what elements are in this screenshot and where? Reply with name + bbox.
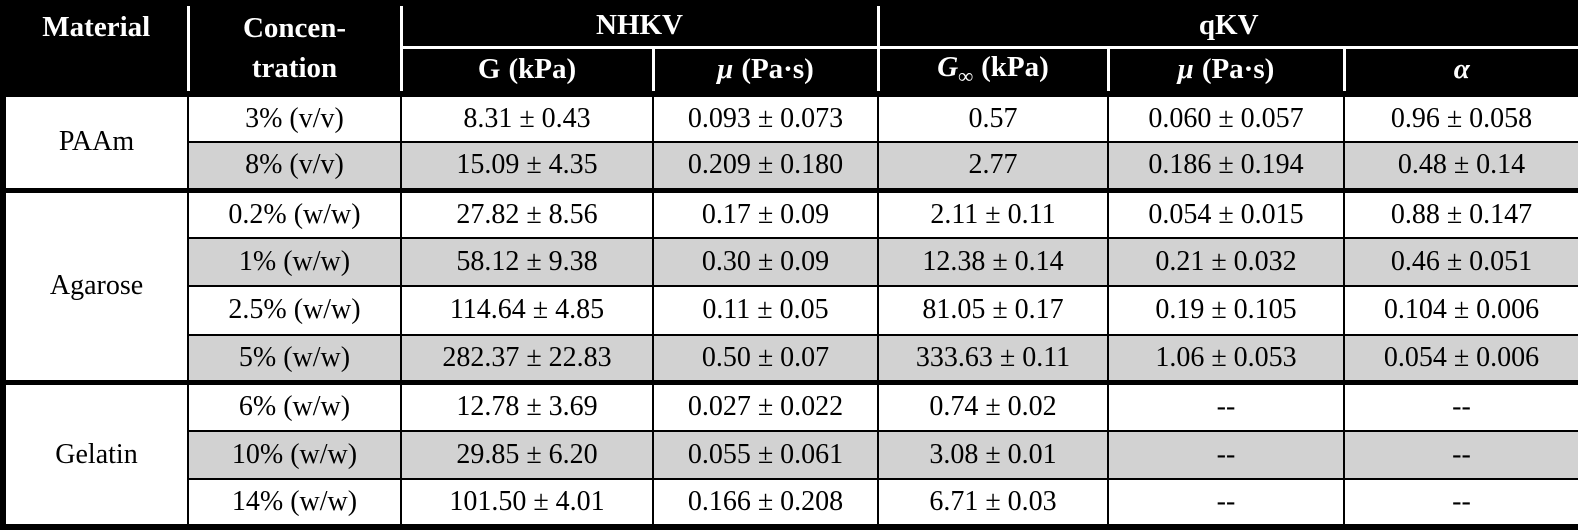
- data-cell: 15.09 ± 4.35: [400, 141, 654, 192]
- data-cell: 6.71 ± 0.03: [877, 477, 1109, 529]
- concentration-cell: 3% (v/v): [187, 90, 402, 144]
- symbol-alpha: α: [1453, 53, 1470, 86]
- data-cell: --: [1343, 380, 1578, 432]
- col-header-material-label: Material: [42, 11, 151, 43]
- subscript-infinity: ∞: [958, 63, 974, 88]
- material-cell-agarose: Agarose: [2, 187, 189, 384]
- table-row: Agarose 0.2% (w/w) 27.82 ± 8.56 0.17 ± 0…: [2, 187, 1578, 384]
- table-row: 2.5% (w/w) 114.64 ± 4.85 0.11 ± 0.05 81.…: [3, 285, 1578, 336]
- table-row: Gelatin 6% (w/w) 12.78 ± 3.69 0.027 ± 0.…: [2, 380, 1578, 529]
- data-cell: 1.06 ± 0.053: [1107, 333, 1345, 384]
- header-row-groups: Material Concen- tration NHKV qKV: [1, 1, 1578, 96]
- data-cell: --: [1343, 429, 1578, 480]
- data-cell: 0.19 ± 0.105: [1107, 285, 1345, 336]
- data-cell: 0.57: [877, 90, 1109, 144]
- data-cell: --: [1107, 429, 1345, 480]
- data-cell: 2.11 ± 0.11: [877, 187, 1109, 240]
- symbol-G: G: [477, 53, 501, 86]
- concentration-cell: 2.5% (w/w): [187, 285, 402, 336]
- concentration-cell: 6% (w/w): [187, 380, 402, 432]
- data-cell: 0.093 ± 0.073: [652, 90, 879, 144]
- col-group-header-qkv: qKV: [876, 1, 1578, 49]
- table-row: 14% (w/w) 101.50 ± 4.01 0.166 ± 0.208 6.…: [3, 477, 1578, 529]
- table-body: PAAm 3% (v/v) 8.31 ± 0.43 0.093 ± 0.073 …: [2, 90, 1578, 529]
- col-header-qkv-alpha: α: [1342, 45, 1578, 96]
- data-cell: 0.11 ± 0.05: [652, 285, 879, 336]
- data-cell: 0.74 ± 0.02: [877, 380, 1109, 432]
- concentration-cell: 8% (v/v): [187, 141, 402, 192]
- data-cell: --: [1343, 477, 1578, 529]
- unit-kpa: (kPa): [508, 53, 577, 86]
- table-row: 8% (v/v) 15.09 ± 4.35 0.209 ± 0.180 2.77…: [3, 141, 1578, 192]
- material-cell-paam: PAAm: [2, 90, 189, 192]
- data-cell: 0.209 ± 0.180: [652, 141, 879, 192]
- data-cell: --: [1107, 477, 1345, 529]
- data-cell: 3.08 ± 0.01: [877, 429, 1109, 480]
- data-cell: 0.027 ± 0.022: [652, 380, 879, 432]
- table-row: 1% (w/w) 58.12 ± 9.38 0.30 ± 0.09 12.38 …: [3, 237, 1578, 288]
- col-group-header-nhkv-label: NHKV: [596, 9, 683, 42]
- data-cell: 0.054 ± 0.006: [1343, 333, 1578, 384]
- unit-pas: (Pa·s): [741, 53, 814, 86]
- data-cell: 12.78 ± 3.69: [400, 380, 654, 432]
- table-row: 10% (w/w) 29.85 ± 6.20 0.055 ± 0.061 3.0…: [3, 429, 1578, 480]
- header-row-params: G (kPa) μ (Pa·s) G∞ (kPa) μ (Pa·s) α: [3, 45, 1578, 96]
- data-cell: 101.50 ± 4.01: [400, 477, 654, 529]
- concentration-cell: 0.2% (w/w): [187, 187, 402, 240]
- table-header: Material Concen- tration NHKV qKV G (kPa)…: [1, 1, 1578, 96]
- data-cell: 0.060 ± 0.057: [1107, 90, 1345, 144]
- col-group-header-qkv-label: qKV: [1198, 9, 1259, 42]
- data-cell: 0.96 ± 0.058: [1343, 90, 1578, 144]
- concentration-cell: 14% (w/w): [187, 477, 402, 529]
- col-header-qkv-ginf: G∞ (kPa): [876, 45, 1110, 96]
- data-cell: 0.21 ± 0.032: [1107, 237, 1345, 288]
- data-cell: 8.31 ± 0.43: [400, 90, 654, 144]
- col-group-header-nhkv: NHKV: [399, 1, 880, 49]
- symbol-mu: μ: [717, 53, 734, 86]
- concentration-cell: 10% (w/w): [187, 429, 402, 480]
- data-cell: 12.38 ± 0.14: [877, 237, 1109, 288]
- symbol-G-infinity: G: [937, 50, 959, 83]
- data-cell: 0.17 ± 0.09: [652, 187, 879, 240]
- col-header-material: Material: [1, 1, 190, 96]
- table-row: PAAm 3% (v/v) 8.31 ± 0.43 0.093 ± 0.073 …: [2, 90, 1578, 192]
- data-cell: 0.50 ± 0.07: [652, 333, 879, 384]
- col-header-nhkv-shear-modulus: G (kPa): [399, 45, 655, 96]
- col-header-concentration: Concen- tration: [186, 1, 403, 96]
- data-cell: 333.63 ± 0.11: [877, 333, 1109, 384]
- concentration-cell: 5% (w/w): [187, 333, 402, 384]
- data-cell: 0.46 ± 0.051: [1343, 237, 1578, 288]
- table-row: 5% (w/w) 282.37 ± 22.83 0.50 ± 0.07 333.…: [3, 333, 1578, 384]
- data-cell: 114.64 ± 4.85: [400, 285, 654, 336]
- unit-kpa: (kPa): [981, 50, 1049, 83]
- data-cell: 58.12 ± 9.38: [400, 237, 654, 288]
- material-cell-gelatin: Gelatin: [2, 380, 189, 529]
- col-header-nhkv-viscosity: μ (Pa·s): [651, 45, 880, 96]
- data-cell: 0.104 ± 0.006: [1343, 285, 1578, 336]
- data-cell: 27.82 ± 8.56: [400, 187, 654, 240]
- unit-pas: (Pa·s): [1201, 53, 1275, 86]
- data-cell: 0.055 ± 0.061: [652, 429, 879, 480]
- data-cell: 0.48 ± 0.14: [1343, 141, 1578, 192]
- data-cell: 0.88 ± 0.147: [1343, 187, 1578, 240]
- concentration-cell: 1% (w/w): [187, 237, 402, 288]
- col-header-qkv-viscosity: μ (Pa·s): [1106, 45, 1346, 96]
- data-cell: 0.30 ± 0.09: [652, 237, 879, 288]
- data-cell: 0.054 ± 0.015: [1107, 187, 1345, 240]
- data-cell: 282.37 ± 22.83: [400, 333, 654, 384]
- data-cell: 2.77: [877, 141, 1109, 192]
- data-cell: 81.05 ± 0.17: [877, 285, 1109, 336]
- data-cell: --: [1107, 380, 1345, 432]
- data-cell: 0.166 ± 0.208: [652, 477, 879, 529]
- data-cell: 29.85 ± 6.20: [400, 429, 654, 480]
- data-cell: 0.186 ± 0.194: [1107, 141, 1345, 192]
- col-header-concentration-label: Concen- tration: [242, 12, 347, 84]
- symbol-mu: μ: [1177, 53, 1194, 86]
